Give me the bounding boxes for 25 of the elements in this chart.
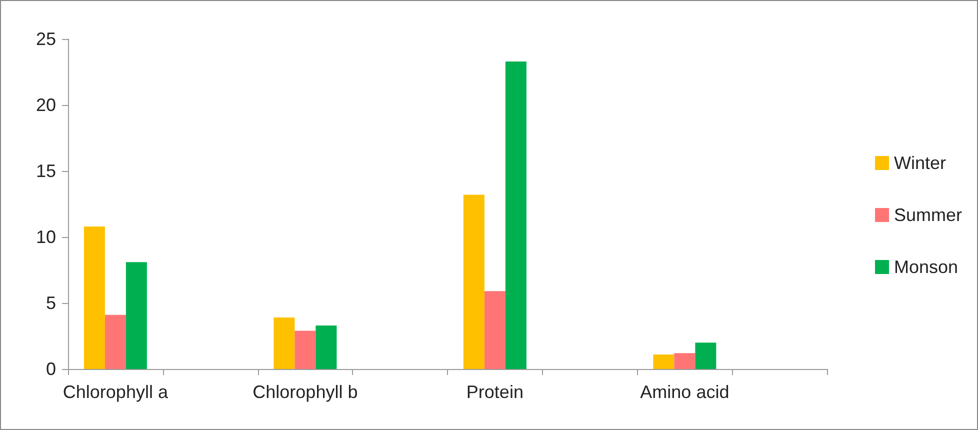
x-tick-label: Chlorophyll a <box>62 382 169 402</box>
x-tick-label: Protein <box>466 382 524 402</box>
y-tick-label: 20 <box>36 95 56 115</box>
bar <box>653 354 674 369</box>
y-tick-label: 15 <box>36 161 56 181</box>
legend-label: Summer <box>894 205 962 225</box>
legend-label: Winter <box>894 153 946 173</box>
bar <box>84 226 105 369</box>
bar <box>505 61 526 369</box>
bar <box>316 325 337 369</box>
bar <box>104 314 126 369</box>
bar <box>695 342 716 369</box>
x-tick-label: Amino acid <box>640 382 730 402</box>
bar <box>274 318 295 369</box>
bar <box>674 353 696 369</box>
bar <box>484 291 506 369</box>
bar <box>294 330 316 369</box>
y-tick-label: 10 <box>36 227 56 247</box>
y-tick-label: 25 <box>36 29 56 49</box>
bar <box>126 262 147 369</box>
y-tick-label: 0 <box>46 359 56 379</box>
legend-label: Monson <box>894 257 958 277</box>
y-tick-label: 5 <box>46 293 56 313</box>
bar <box>463 194 484 369</box>
x-tick-label: Chlorophyll b <box>252 382 358 402</box>
